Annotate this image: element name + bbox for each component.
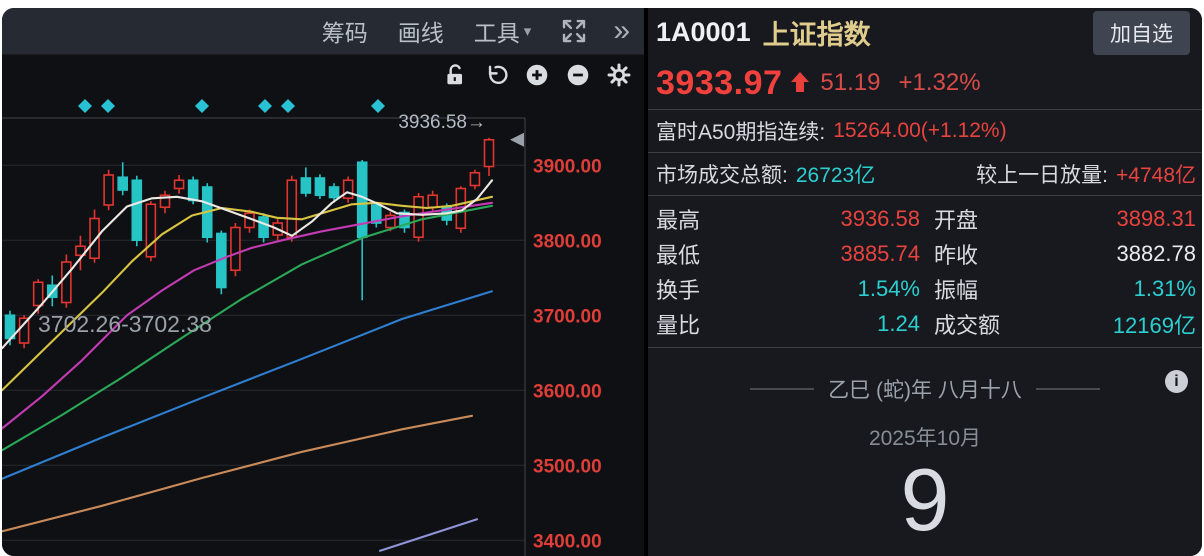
chevron-down-icon: ▾ — [523, 23, 532, 40]
drawline-tool-label: 画线 — [397, 20, 444, 46]
stat-label: 最高 — [656, 207, 701, 233]
market-turnover-value: 26723亿 — [795, 164, 876, 187]
stat-value: 3936.58 — [840, 205, 920, 231]
stats-row: 最高 3936.58 开盘 3898.31 — [648, 201, 1202, 236]
price-change-percent: +1.32% — [898, 69, 981, 96]
svg-text:3400.00: 3400.00 — [533, 531, 602, 552]
gregorian-month: 2025年10月 — [868, 427, 982, 450]
stat-value: 12169亿 — [1112, 312, 1196, 338]
stats-row: 最低 3885.74 昨收 3882.78 — [648, 236, 1202, 271]
zoom-out-icon[interactable] — [565, 62, 591, 93]
drawline-tool-button[interactable]: 画线 — [398, 14, 444, 48]
chart-toolbar: 筹码 画线 工具 ▾ » — [2, 8, 644, 55]
svg-text:3500.00: 3500.00 — [533, 456, 602, 477]
add-watchlist-button[interactable]: 加自选 — [1093, 10, 1190, 55]
chart-floating-toolbar — [442, 62, 632, 93]
stat-label: 昨收 — [934, 242, 979, 268]
volume-increase-label: 较上一日放量: — [976, 164, 1109, 187]
zoom-in-icon[interactable] — [524, 62, 550, 93]
lunar-date-row: 乙巳 (蛇)年 八月十八 — [648, 374, 1202, 404]
stat-label: 量比 — [656, 312, 701, 338]
settings-gear-icon[interactable] — [606, 62, 632, 93]
panel-divider — [644, 8, 648, 556]
a50-value: 15264.00(+1.12%) — [833, 119, 1007, 142]
collapse-panel-chevrons[interactable]: » — [613, 14, 630, 47]
stock-name: 上证指数 — [762, 20, 871, 50]
candlestick-chart[interactable]: 3900.00 3800.00 3700.00 3600.00 3500.00 3400.… — [2, 55, 644, 556]
stat-value: 1.24 — [877, 310, 920, 336]
info-icon[interactable]: i — [1165, 370, 1188, 393]
chart-section: 筹码 画线 工具 ▾ » — [2, 8, 644, 556]
calendar-day: 9 — [900, 450, 950, 549]
a50-futures-row: 富时A50期指连续: 15264.00(+1.12%) — [648, 110, 1202, 153]
price-row: 3933.97 51.19 +1.32% — [648, 57, 1202, 110]
divider-dash — [1035, 388, 1100, 390]
svg-text:3702.26-3702.38: 3702.26-3702.38 — [38, 311, 212, 337]
stat-value: 3898.31 — [1116, 205, 1196, 231]
fullscreen-expand-icon[interactable] — [559, 16, 589, 46]
stat-label: 最低 — [656, 242, 701, 268]
lock-open-icon[interactable] — [442, 62, 468, 93]
stats-row: 量比 1.24 成交额 12169亿 — [648, 306, 1202, 341]
svg-text:3700.00: 3700.00 — [533, 306, 602, 327]
a50-label: 富时A50期指连续: — [656, 121, 826, 144]
market-turnover-row: 市场成交总额: 26723亿 较上一日放量: +4748亿 — [648, 153, 1202, 196]
chips-tool-button[interactable]: 筹码 — [322, 14, 368, 48]
svg-text:3936.58→: 3936.58→ — [398, 112, 486, 133]
volume-increase-value: +4748亿 — [1116, 164, 1196, 187]
calendar-widget: 乙巳 (蛇)年 八月十八 i 2025年10月 9 — [648, 348, 1202, 556]
stats-grid: 最高 3936.58 开盘 3898.31 最低 3885.74 昨收 3882… — [648, 196, 1202, 348]
stat-value: 3882.78 — [1116, 240, 1196, 266]
last-price: 3933.97 — [656, 63, 783, 102]
stat-value: 1.54% — [857, 275, 920, 301]
svg-text:3800.00: 3800.00 — [533, 231, 602, 252]
up-arrow-icon — [790, 71, 810, 98]
quote-header: 1A0001 上证指数 加自选 — [648, 8, 1202, 57]
undo-icon[interactable] — [483, 62, 509, 93]
stock-code: 1A0001 — [656, 17, 751, 47]
tools-dropdown-label: 工具 — [473, 20, 520, 46]
stat-label: 振幅 — [934, 277, 979, 303]
chips-tool-label: 筹码 — [321, 20, 368, 46]
divider-dash — [750, 388, 815, 390]
price-change: 51.19 — [820, 69, 881, 96]
stat-label: 开盘 — [934, 207, 979, 233]
stat-label: 成交额 — [934, 312, 1001, 338]
svg-text:3900.00: 3900.00 — [533, 156, 602, 177]
stats-row: 换手 1.54% 振幅 1.31% — [648, 271, 1202, 306]
stat-value: 3885.74 — [840, 240, 920, 266]
stat-label: 换手 — [656, 277, 701, 303]
quote-panel: 1A0001 上证指数 加自选 3933.97 51.19 +1.32% 富时A… — [648, 8, 1202, 556]
stock-app-window: 筹码 画线 工具 ▾ » — [2, 8, 1202, 556]
lunar-date: 乙巳 (蛇)年 八月十八 — [828, 379, 1022, 402]
svg-text:3600.00: 3600.00 — [533, 381, 602, 402]
tools-dropdown-button[interactable]: 工具 ▾ — [474, 14, 532, 48]
chart-canvas[interactable]: 3900.00 3800.00 3700.00 3600.00 3500.00 3400.… — [2, 55, 644, 556]
stat-value: 1.31% — [1133, 275, 1196, 301]
market-turnover-label: 市场成交总额: — [656, 164, 788, 187]
